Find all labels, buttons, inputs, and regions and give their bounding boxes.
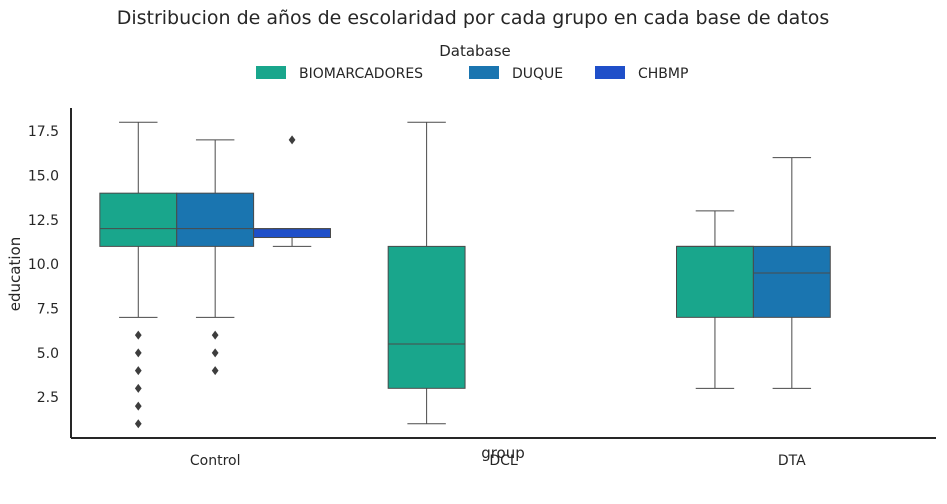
y-tick-label: 10.0: [28, 257, 59, 273]
box-chbmp-control: [253, 135, 331, 247]
x-axis-label: group: [481, 444, 525, 462]
legend-item-chbmp: CHBMP: [595, 66, 688, 82]
outlier-point: [134, 419, 142, 429]
y-tick-label: 5.0: [37, 346, 59, 362]
plot-area: 2.5 5.0 7.5 10.0 12.5 15.0 17.5 Control DCL DTA: [28, 108, 936, 469]
outlier-point: [211, 330, 219, 340]
x-tick-label: DTA: [778, 453, 806, 469]
outlier-point: [134, 401, 142, 411]
x-tick-label: DCL: [489, 453, 518, 469]
outlier-point: [134, 348, 142, 358]
box-iqr: [387, 245, 466, 389]
box-iqr: [253, 228, 331, 239]
outlier-point: [211, 348, 219, 358]
legend-swatch: [256, 66, 286, 79]
box-biomarcadores-dta: [676, 210, 754, 389]
legend: BIOMARCADORES DUQUE CHBMP: [256, 66, 688, 82]
box-duque-control: [176, 139, 255, 376]
legend-title: Database: [439, 42, 511, 60]
legend-swatch: [595, 66, 625, 79]
x-tick-label: Control: [190, 453, 241, 469]
legend-label: BIOMARCADORES: [299, 66, 423, 82]
outlier-point: [211, 366, 219, 376]
box-iqr: [176, 192, 255, 247]
box-biomarcadores-dcl: [387, 121, 466, 425]
box-iqr: [99, 192, 178, 247]
y-axis-label: education: [6, 237, 24, 311]
legend-item-biomarcadores: BIOMARCADORES: [256, 66, 423, 82]
legend-label: CHBMP: [638, 66, 688, 82]
legend-label: DUQUE: [512, 66, 563, 82]
y-tick-label: 15.0: [28, 168, 59, 184]
y-tick-label: 17.5: [28, 124, 59, 140]
legend-item-duque: DUQUE: [469, 66, 563, 82]
box-iqr: [752, 245, 831, 318]
legend-swatch: [469, 66, 499, 79]
y-tick-label: 12.5: [28, 213, 59, 229]
outlier-point: [134, 383, 142, 393]
outlier-point: [134, 330, 142, 340]
outlier-point: [134, 366, 142, 376]
y-tick-label: 2.5: [37, 390, 59, 406]
y-tick-label: 7.5: [37, 301, 59, 317]
box-iqr: [676, 245, 754, 318]
outlier-point: [288, 135, 296, 145]
box-duque-dta: [752, 157, 831, 389]
box-biomarcadores-control: [99, 121, 178, 429]
chart-title: Distribucion de años de escolaridad por …: [117, 7, 830, 29]
